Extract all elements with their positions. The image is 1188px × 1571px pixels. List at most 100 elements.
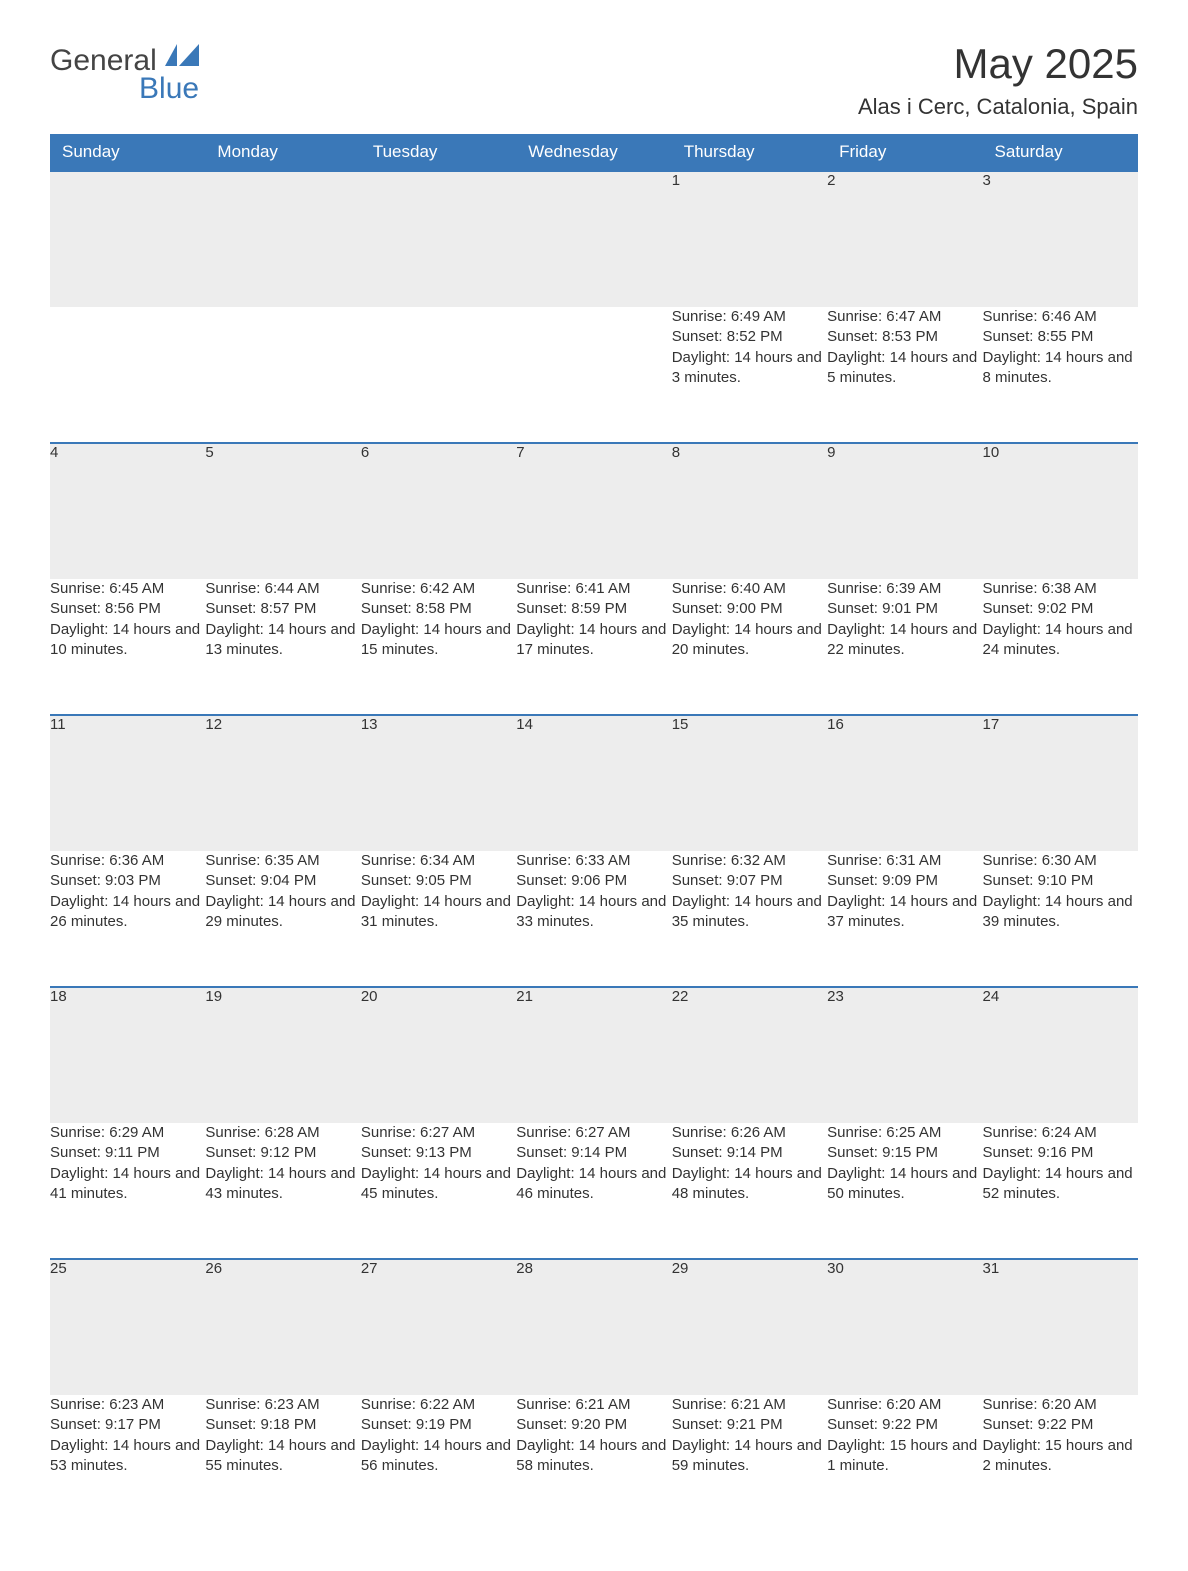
weekday-header-row: SundayMondayTuesdayWednesdayThursdayFrid… (50, 134, 1138, 171)
sunset-text: Sunset: 8:58 PM (361, 599, 516, 619)
day-content-cell (50, 307, 205, 443)
day-content-cell: Sunrise: 6:22 AMSunset: 9:19 PMDaylight:… (361, 1395, 516, 1531)
sunset-text: Sunset: 9:14 PM (516, 1143, 671, 1163)
day-content-cell: Sunrise: 6:20 AMSunset: 9:22 PMDaylight:… (983, 1395, 1138, 1531)
day-content-cell: Sunrise: 6:49 AMSunset: 8:52 PMDaylight:… (672, 307, 827, 443)
weekday-header: Wednesday (516, 134, 671, 171)
daylight-text: Daylight: 14 hours and 26 minutes. (50, 892, 205, 933)
day-content-cell: Sunrise: 6:34 AMSunset: 9:05 PMDaylight:… (361, 851, 516, 987)
sunset-text: Sunset: 9:21 PM (672, 1415, 827, 1435)
daylight-text: Daylight: 14 hours and 46 minutes. (516, 1164, 671, 1205)
page-subtitle: Alas i Cerc, Catalonia, Spain (858, 94, 1138, 120)
day-number-cell: 11 (50, 715, 205, 851)
day-number-cell: 31 (983, 1259, 1138, 1395)
daylight-text: Daylight: 14 hours and 43 minutes. (205, 1164, 360, 1205)
sunset-text: Sunset: 9:17 PM (50, 1415, 205, 1435)
sunset-text: Sunset: 9:15 PM (827, 1143, 982, 1163)
day-content-row: Sunrise: 6:23 AMSunset: 9:17 PMDaylight:… (50, 1395, 1138, 1531)
day-number-cell: 22 (672, 987, 827, 1123)
day-number-cell: 16 (827, 715, 982, 851)
daylight-text: Daylight: 14 hours and 33 minutes. (516, 892, 671, 933)
day-number-cell: 4 (50, 443, 205, 579)
weekday-header: Saturday (983, 134, 1138, 171)
day-content-row: Sunrise: 6:36 AMSunset: 9:03 PMDaylight:… (50, 851, 1138, 987)
weekday-header: Monday (205, 134, 360, 171)
weekday-header: Tuesday (361, 134, 516, 171)
day-number-cell: 30 (827, 1259, 982, 1395)
day-content-cell: Sunrise: 6:45 AMSunset: 8:56 PMDaylight:… (50, 579, 205, 715)
weekday-header: Sunday (50, 134, 205, 171)
day-content-cell: Sunrise: 6:35 AMSunset: 9:04 PMDaylight:… (205, 851, 360, 987)
sunset-text: Sunset: 9:12 PM (205, 1143, 360, 1163)
sunrise-text: Sunrise: 6:39 AM (827, 579, 982, 599)
sunrise-text: Sunrise: 6:21 AM (516, 1395, 671, 1415)
sunrise-text: Sunrise: 6:31 AM (827, 851, 982, 871)
day-content-cell: Sunrise: 6:28 AMSunset: 9:12 PMDaylight:… (205, 1123, 360, 1259)
sunrise-text: Sunrise: 6:33 AM (516, 851, 671, 871)
sunrise-text: Sunrise: 6:24 AM (983, 1123, 1138, 1143)
day-number-cell: 7 (516, 443, 671, 579)
day-number-cell: 21 (516, 987, 671, 1123)
day-content-cell (361, 307, 516, 443)
daylight-text: Daylight: 14 hours and 22 minutes. (827, 620, 982, 661)
day-content-cell: Sunrise: 6:24 AMSunset: 9:16 PMDaylight:… (983, 1123, 1138, 1259)
sunrise-text: Sunrise: 6:36 AM (50, 851, 205, 871)
day-content-cell: Sunrise: 6:26 AMSunset: 9:14 PMDaylight:… (672, 1123, 827, 1259)
daylight-text: Daylight: 14 hours and 31 minutes. (361, 892, 516, 933)
sunrise-text: Sunrise: 6:23 AM (205, 1395, 360, 1415)
day-number-cell: 1 (672, 171, 827, 307)
sunset-text: Sunset: 9:09 PM (827, 871, 982, 891)
day-content-cell (205, 307, 360, 443)
day-content-cell: Sunrise: 6:39 AMSunset: 9:01 PMDaylight:… (827, 579, 982, 715)
day-number-cell: 13 (361, 715, 516, 851)
daylight-text: Daylight: 15 hours and 2 minutes. (983, 1436, 1138, 1477)
day-content-row: Sunrise: 6:45 AMSunset: 8:56 PMDaylight:… (50, 579, 1138, 715)
sunrise-text: Sunrise: 6:23 AM (50, 1395, 205, 1415)
daylight-text: Daylight: 14 hours and 41 minutes. (50, 1164, 205, 1205)
day-content-cell: Sunrise: 6:25 AMSunset: 9:15 PMDaylight:… (827, 1123, 982, 1259)
header-block: May 2025 Alas i Cerc, Catalonia, Spain (858, 40, 1138, 134)
day-number-row: 123 (50, 171, 1138, 307)
sunrise-text: Sunrise: 6:38 AM (983, 579, 1138, 599)
weekday-header: Friday (827, 134, 982, 171)
day-number-cell: 28 (516, 1259, 671, 1395)
day-content-cell: Sunrise: 6:38 AMSunset: 9:02 PMDaylight:… (983, 579, 1138, 715)
daylight-text: Daylight: 14 hours and 17 minutes. (516, 620, 671, 661)
day-number-cell (50, 171, 205, 307)
sunset-text: Sunset: 8:55 PM (983, 327, 1138, 347)
calendar-table: SundayMondayTuesdayWednesdayThursdayFrid… (50, 134, 1138, 1531)
sunset-text: Sunset: 9:03 PM (50, 871, 205, 891)
sunset-text: Sunset: 9:05 PM (361, 871, 516, 891)
sunset-text: Sunset: 9:16 PM (983, 1143, 1138, 1163)
sunset-text: Sunset: 8:59 PM (516, 599, 671, 619)
daylight-text: Daylight: 14 hours and 55 minutes. (205, 1436, 360, 1477)
daylight-text: Daylight: 14 hours and 58 minutes. (516, 1436, 671, 1477)
day-content-cell: Sunrise: 6:47 AMSunset: 8:53 PMDaylight:… (827, 307, 982, 443)
day-number-cell: 27 (361, 1259, 516, 1395)
day-content-cell: Sunrise: 6:36 AMSunset: 9:03 PMDaylight:… (50, 851, 205, 987)
daylight-text: Daylight: 14 hours and 35 minutes. (672, 892, 827, 933)
day-number-row: 45678910 (50, 443, 1138, 579)
sunrise-text: Sunrise: 6:46 AM (983, 307, 1138, 327)
day-content-cell: Sunrise: 6:20 AMSunset: 9:22 PMDaylight:… (827, 1395, 982, 1531)
day-content-cell: Sunrise: 6:32 AMSunset: 9:07 PMDaylight:… (672, 851, 827, 987)
day-number-row: 18192021222324 (50, 987, 1138, 1123)
sunrise-text: Sunrise: 6:26 AM (672, 1123, 827, 1143)
day-number-cell: 2 (827, 171, 982, 307)
daylight-text: Daylight: 14 hours and 39 minutes. (983, 892, 1138, 933)
sunrise-text: Sunrise: 6:34 AM (361, 851, 516, 871)
logo: General Blue (50, 40, 199, 104)
day-content-cell: Sunrise: 6:40 AMSunset: 9:00 PMDaylight:… (672, 579, 827, 715)
day-content-cell: Sunrise: 6:27 AMSunset: 9:13 PMDaylight:… (361, 1123, 516, 1259)
sunrise-text: Sunrise: 6:41 AM (516, 579, 671, 599)
day-number-cell: 6 (361, 443, 516, 579)
day-number-row: 11121314151617 (50, 715, 1138, 851)
day-number-cell (205, 171, 360, 307)
day-content-cell: Sunrise: 6:27 AMSunset: 9:14 PMDaylight:… (516, 1123, 671, 1259)
day-content-cell: Sunrise: 6:29 AMSunset: 9:11 PMDaylight:… (50, 1123, 205, 1259)
day-content-cell: Sunrise: 6:42 AMSunset: 8:58 PMDaylight:… (361, 579, 516, 715)
day-number-cell: 25 (50, 1259, 205, 1395)
daylight-text: Daylight: 14 hours and 29 minutes. (205, 892, 360, 933)
sunset-text: Sunset: 9:10 PM (983, 871, 1138, 891)
day-number-cell: 5 (205, 443, 360, 579)
